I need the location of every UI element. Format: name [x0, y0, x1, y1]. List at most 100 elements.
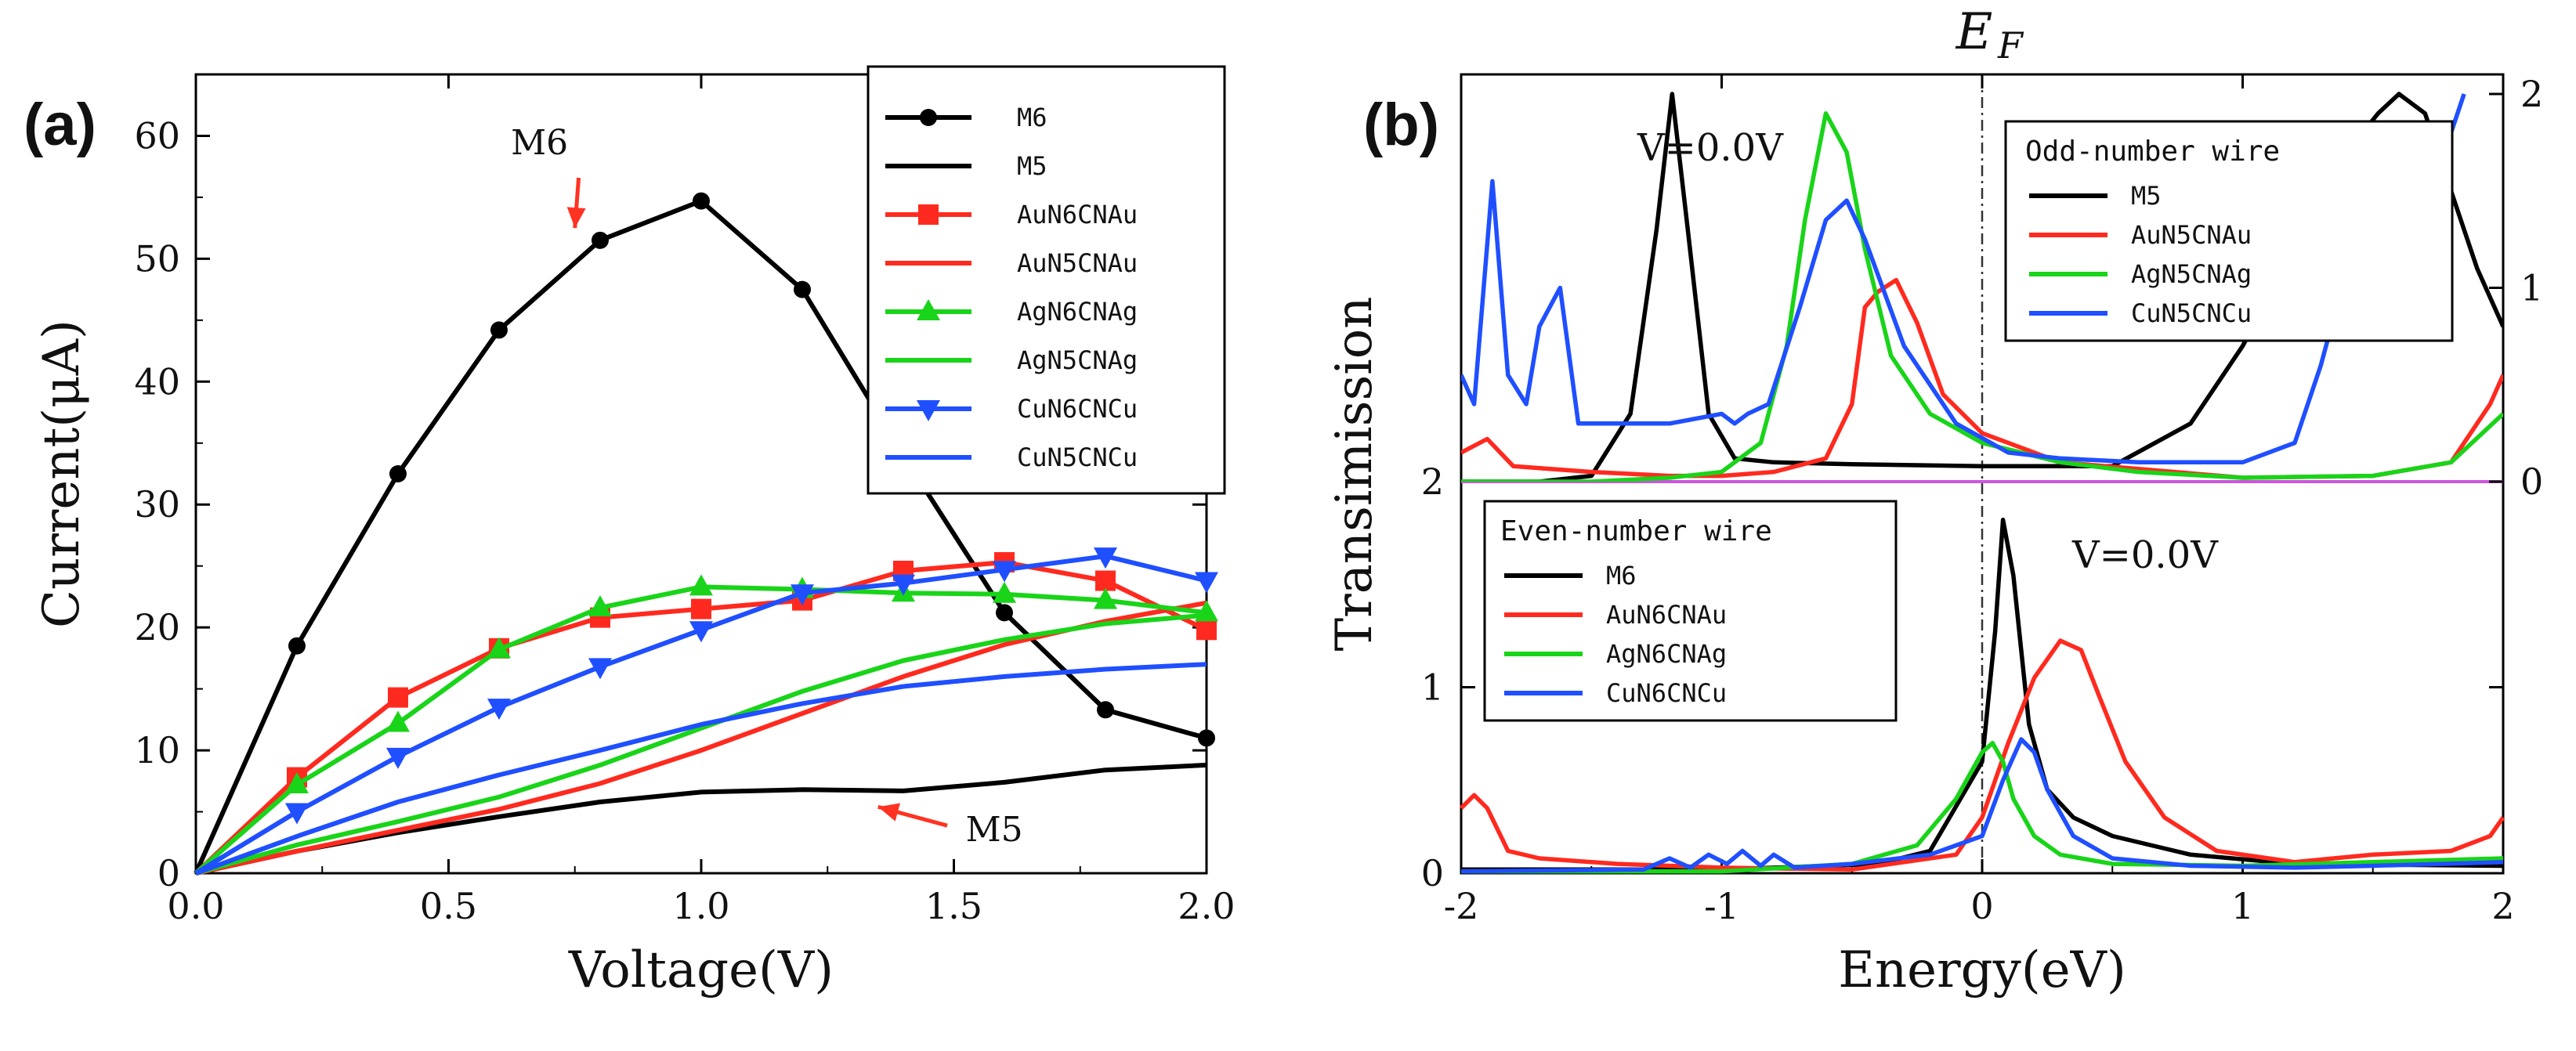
x-tick-label-b-2: 2 — [2491, 885, 2514, 927]
legend-label-m5: M5 — [1017, 151, 1047, 181]
y-tick-label-a-0: 0 — [157, 852, 180, 894]
point-aun6cnau — [1095, 570, 1116, 591]
legend-odd: Odd-number wire M5 AuN5CNAu AgN5CNAg CuN5CNC… — [2004, 120, 2454, 342]
legend-item-agn6cnag: AgN6CNAg — [885, 297, 1138, 327]
point-cun6cncu — [892, 574, 915, 596]
legend-item-m5: M5 — [885, 151, 1047, 181]
legend-item-m5: M5 — [2029, 181, 2162, 211]
legend-even: Even-number wire M6 AuN6CNAu AgN6CNAg CuN6CN… — [1483, 500, 1898, 722]
legend-marker-cun6cncu — [917, 400, 940, 421]
legend-label-aun6cnau: AuN6CNAu — [1017, 200, 1138, 229]
point-agn6cnag — [993, 581, 1016, 603]
x-tick-label-b-2: -2 — [1444, 885, 1479, 927]
legend-item-aun6cnau: AuN6CNAu — [885, 200, 1138, 229]
legend-label-m6: M6 — [1606, 561, 1637, 591]
legend-title-odd: Odd-number wire — [2025, 135, 2280, 168]
legend-item-m6: M6 — [885, 103, 1047, 132]
legend-a: M6 M5 AuN6CNAu AuN5CNAu AgN6CNAg AgN5CNAg CuN6… — [867, 65, 1226, 495]
y-tick-label-a-60: 60 — [134, 114, 180, 157]
legend-label-aun5cnau: AuN5CNAu — [2131, 220, 2252, 250]
point-m6 — [1198, 729, 1215, 747]
series-aun5cnau — [195, 600, 1207, 876]
fermi-label: E — [1956, 3, 1993, 61]
legend-label-agn6cnag: AgN6CNAg — [1606, 639, 1727, 669]
subplot-bottom — [1460, 518, 2505, 874]
point-m6 — [1097, 701, 1114, 719]
legend-label-m6: M6 — [1017, 103, 1047, 132]
point-m6 — [794, 280, 811, 298]
x-tick-label-a-1-5: 1.5 — [925, 885, 982, 927]
legend-frame-odd — [2004, 120, 2454, 342]
annotation-arrowhead-m6 — [566, 207, 586, 229]
x-tick-label-a-1-0: 1.0 — [672, 885, 729, 927]
legend-label-agn6cnag: AgN6CNAg — [1017, 297, 1138, 327]
legend-label-aun5cnau: AuN5CNAu — [1017, 248, 1138, 278]
point-m6 — [389, 465, 407, 482]
legend-label-cun6cncu: CuN6CNCu — [1017, 394, 1138, 424]
legend-marker-agn6cnag — [917, 299, 940, 320]
legend-frame-a — [867, 65, 1226, 495]
y-tick-label-top-right-1: 1 — [2520, 267, 2543, 309]
y-tick-label-top-right-2: 2 — [2520, 73, 2543, 115]
x-tick-label-a-2-0: 2.0 — [1178, 885, 1235, 927]
legend-item-agn6cnag: AgN6CNAg — [1504, 639, 1727, 669]
panel-label-b: (b) — [1363, 92, 1439, 158]
panel-a: (a) 0.0 0.5 1.0 1.5 2.0 0 10 20 30 40 50 60 Voltage(V… — [24, 65, 1236, 999]
point-m6 — [490, 321, 508, 339]
point-m6 — [693, 192, 710, 210]
legend-frame-even — [1483, 500, 1898, 722]
legend-label-cun5cncu: CuN5CNCu — [2131, 298, 2252, 328]
point-cun6cncu — [689, 621, 713, 643]
x-tick-label-a-0-5: 0.5 — [420, 885, 477, 927]
legend-item-aun5cnau: AuN5CNAu — [885, 248, 1138, 278]
y-axis-label-a: Current(μA) — [33, 320, 91, 628]
y-tick-label-a-10: 10 — [134, 729, 180, 771]
legend-item-m6: M6 — [1504, 561, 1637, 591]
point-cun6cncu — [386, 747, 410, 769]
panel-label-a: (a) — [24, 92, 96, 158]
point-cun6cncu — [1195, 572, 1218, 594]
legend-item-cun6cncu: CuN6CNCu — [1504, 678, 1727, 708]
y-tick-label-a-50: 50 — [134, 237, 180, 280]
legend-marker-aun6cnau — [918, 204, 939, 225]
panel-b: (b) E F -2 -1 0 1 2 Energy(eV) Transimission 0 1 2 2 0… — [1326, 3, 2543, 999]
fermi-subscript: F — [1997, 24, 2024, 67]
point-agn6cnag — [285, 772, 309, 794]
point-cun6cncu — [588, 658, 612, 680]
legend-item-cun5cncu: CuN5CNCu — [2029, 298, 2252, 328]
legend-label-aun6cnau: AuN6CNAu — [1606, 600, 1727, 630]
y-tick-label-top-left-2: 2 — [1421, 460, 1444, 503]
curve-bottom-cun6cncu — [1460, 737, 2504, 874]
series-agn5cnag — [195, 612, 1207, 876]
point-cun6cncu — [1094, 547, 1117, 569]
y-tick-label-a-30: 30 — [134, 483, 180, 526]
point-cun6cncu — [993, 561, 1016, 583]
curve-top-agn5cnag — [1461, 111, 2503, 482]
legend-item-aun6cnau: AuN6CNAu — [1504, 600, 1727, 630]
y-tick-label-bottom-0: 0 — [1421, 852, 1444, 894]
legend-label-cun5cncu: CuN5CNCu — [1017, 442, 1138, 472]
y-tick-label-a-20: 20 — [134, 606, 180, 648]
x-tick-label-b-0: 0 — [1970, 885, 1993, 927]
legend-label-m5: M5 — [2131, 181, 2162, 211]
x-tick-label-b-1: -1 — [1704, 885, 1739, 927]
legend-item-agn5cnag: AgN5CNAg — [885, 345, 1138, 375]
bias-label-bottom: V=0.0V — [2071, 533, 2219, 577]
bias-label-top: V=0.0V — [1637, 126, 1784, 170]
x-tick-label-b-1: 1 — [2231, 885, 2254, 927]
point-cun6cncu — [285, 803, 309, 825]
line-aun5cnau — [195, 600, 1207, 876]
point-aun6cnau — [388, 687, 408, 708]
series-cun5cncu — [194, 662, 1207, 876]
annotation-m5: M5 — [966, 810, 1023, 850]
x-axis-label-a: Voltage(V) — [568, 941, 834, 999]
line-agn5cnag — [195, 612, 1207, 876]
legend-item-aun5cnau: AuN5CNAu — [2029, 220, 2252, 250]
legend-item-cun5cncu: CuN5CNCu — [885, 442, 1138, 472]
annotation-m6: M6 — [511, 123, 568, 163]
legend-label-agn5cnag: AgN5CNAg — [2131, 259, 2252, 289]
point-m6 — [592, 231, 609, 249]
legend-label-cun6cncu: CuN6CNCu — [1606, 678, 1727, 708]
legend-item-cun6cncu: CuN6CNCu — [885, 394, 1138, 424]
